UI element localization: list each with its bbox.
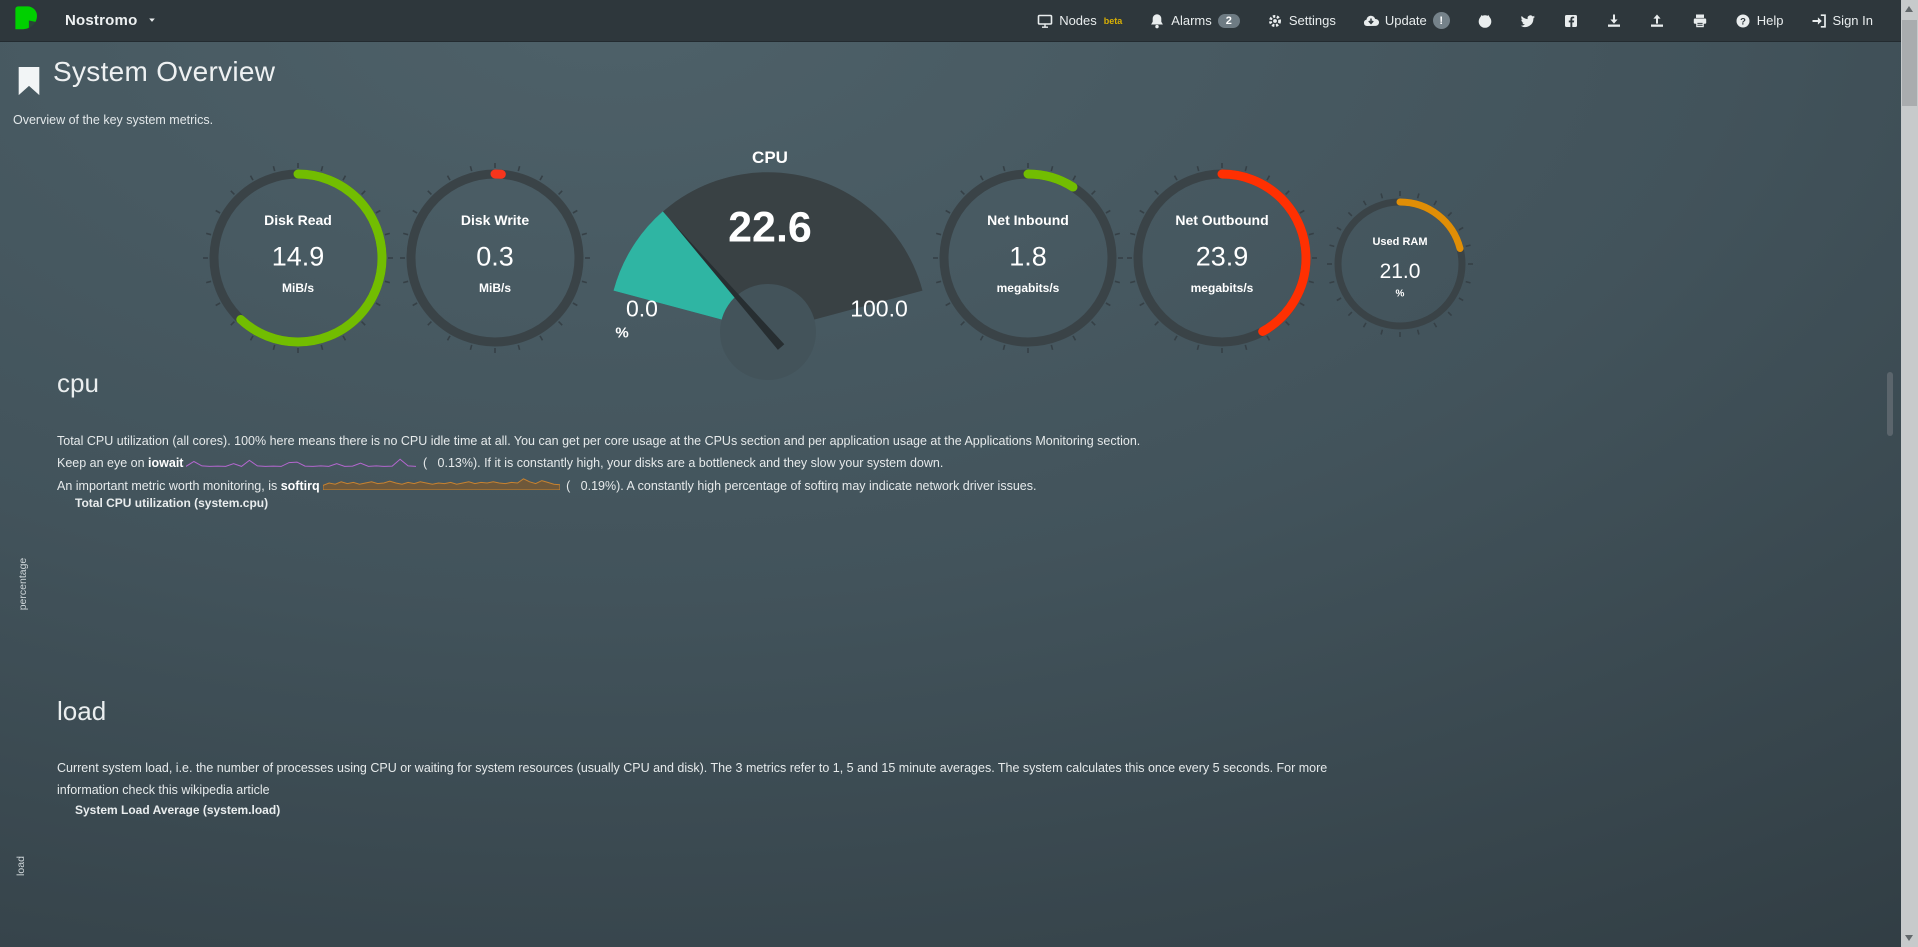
scrollbar-down-arrow[interactable] <box>1905 935 1913 941</box>
facebook-icon <box>1564 14 1577 27</box>
gauge-cpu[interactable]: CPU 22.6 0.0 100.0% <box>600 140 940 385</box>
page-scrollbar[interactable] <box>1901 0 1918 947</box>
page-subtitle: Overview of the key system metrics. <box>13 113 214 127</box>
nav-item-label: Nodes <box>1059 13 1097 28</box>
nav-item-label: Sign In <box>1832 13 1873 28</box>
load-chart-title: System Load Average (system.load) <box>75 803 281 817</box>
gauge-disk-write[interactable]: Disk Write 0.3 MiB/s <box>398 161 592 355</box>
gauge-unit: megabits/s <box>1190 281 1254 295</box>
gauge-ring <box>203 163 393 353</box>
nav-item-nodes[interactable]: Nodes beta <box>1037 13 1122 29</box>
section-heading-load: load <box>57 696 107 726</box>
section-heading-cpu: cpu <box>57 368 99 398</box>
monitor-icon <box>1037 14 1053 28</box>
gauge-title: Disk Write <box>460 212 530 228</box>
gauge-title: Net Inbound <box>987 212 1069 228</box>
navbar-left: Nostromo <box>12 5 157 37</box>
iowait-sparkline <box>186 453 417 475</box>
page-title: System Overview <box>53 56 276 87</box>
netdata-logo-icon[interactable] <box>12 5 39 37</box>
cpu-description-line1: Total CPU utilization (all cores). 100% … <box>57 434 1141 448</box>
cpu-description-line3: An important metric worth monitoring, is… <box>57 475 1457 498</box>
bookmark-icon <box>18 66 40 96</box>
gauge-value: 23.9 <box>1195 241 1249 272</box>
nav-item-label: Help <box>1756 13 1784 28</box>
gauge-unit: MiB/s <box>281 281 314 295</box>
gauge-net-outbound[interactable]: Net Outbound 23.9 megabits/s <box>1125 161 1319 355</box>
gauge-used-ram[interactable]: Used RAM 21.0% <box>1325 189 1475 339</box>
gauge-min-label: 0.0 <box>626 295 658 322</box>
gauge-unit: % <box>1395 288 1405 300</box>
nav-item-update[interactable]: Update! <box>1363 12 1450 29</box>
gauge-value: 14.9 <box>271 241 325 272</box>
cpu-chart-y-axis-unit: percentage <box>17 557 29 611</box>
question-icon: ? <box>1736 14 1750 27</box>
gauge-value: 0.3 <box>476 241 514 272</box>
gauge-ring <box>400 163 590 353</box>
gauge-unit: MiB/s <box>478 281 511 295</box>
nav-item-label: Alarms <box>1171 13 1212 28</box>
softirq-sparkline <box>322 475 561 497</box>
download-icon <box>1607 14 1620 27</box>
beta-tag: beta <box>1103 15 1123 26</box>
upload-icon <box>1650 14 1663 27</box>
nav-item-label: Settings <box>1288 13 1336 28</box>
alarms-count-badge: 2 <box>1217 13 1240 28</box>
nav-item-export[interactable] <box>1649 13 1665 29</box>
gauge-disk-read[interactable]: Disk Read 14.9 MiB/s <box>201 161 395 355</box>
nav-item-import[interactable] <box>1606 13 1622 29</box>
navbar-menu: Nodes beta Alarms 2 Settings Update!? Help Sign… <box>1037 12 1873 29</box>
gauge-value: 1.8 <box>1009 241 1047 272</box>
nav-item-facebook[interactable] <box>1563 13 1579 29</box>
nav-item-print[interactable] <box>1692 13 1708 29</box>
nav-item-settings[interactable]: Settings <box>1267 13 1336 29</box>
gauge-title: Disk Read <box>264 212 332 228</box>
gauge-ring <box>933 163 1123 353</box>
nav-item-label: Update <box>1384 13 1427 28</box>
navbar: Nostromo Nodes beta Alarms 2 Settings Update!… <box>0 0 1901 42</box>
sidebar-menu <box>1700 42 1900 947</box>
gauge-net-inbound[interactable]: Net Inbound 1.8 megabits/s <box>931 161 1125 355</box>
bell-icon <box>1151 13 1164 28</box>
gauge-max-label: 100.0 <box>850 295 908 322</box>
nav-item-github[interactable] <box>1477 13 1493 29</box>
nav-item-twitter[interactable] <box>1520 13 1536 29</box>
load-chart-y-axis-unit: load <box>15 856 27 876</box>
print-icon <box>1693 14 1706 27</box>
twitter-icon <box>1520 14 1535 27</box>
nav-item-alarms[interactable]: Alarms 2 <box>1149 13 1240 29</box>
gauge-title: Net Outbound <box>1175 212 1269 228</box>
hostname-dropdown[interactable]: Nostromo <box>65 12 138 29</box>
sign-in-icon <box>1812 13 1826 28</box>
gauge-unit: megabits/s <box>996 281 1060 295</box>
nav-item-signin[interactable]: Sign In <box>1811 13 1873 29</box>
gauge-ring <box>1127 163 1317 353</box>
cpu-description: Total CPU utilization (all cores). 100% … <box>57 430 1457 497</box>
sidebar-scrollbar-thumb[interactable] <box>1887 372 1893 436</box>
update-alert-badge: ! <box>1432 12 1450 29</box>
gauge-unit: % <box>615 324 629 342</box>
nav-item-help[interactable]: ? Help <box>1735 13 1784 29</box>
github-icon <box>1478 14 1492 28</box>
gauge-title: Used RAM <box>1372 236 1428 248</box>
cloud-download-icon <box>1363 15 1379 26</box>
cpu-chart-title: Total CPU utilization (system.cpu) <box>75 496 269 510</box>
gauge-ring <box>1327 191 1473 337</box>
scrollbar-thumb[interactable] <box>1902 20 1917 106</box>
scrollbar-up-arrow[interactable] <box>1905 6 1913 12</box>
load-description: Current system load, i.e. the number of … <box>57 761 1328 797</box>
gauge-dial <box>613 172 923 380</box>
svg-text:?: ? <box>1740 16 1746 27</box>
gauge-value: 22.6 <box>728 203 812 252</box>
chevron-down-icon[interactable] <box>147 12 157 30</box>
gauge-value: 21.0 <box>1379 260 1421 283</box>
gear-icon <box>1268 14 1281 27</box>
gauge-title: CPU <box>752 148 788 167</box>
cpu-description-line2: Keep an eye on iowait ( 0.13%). If it is… <box>57 452 1457 475</box>
